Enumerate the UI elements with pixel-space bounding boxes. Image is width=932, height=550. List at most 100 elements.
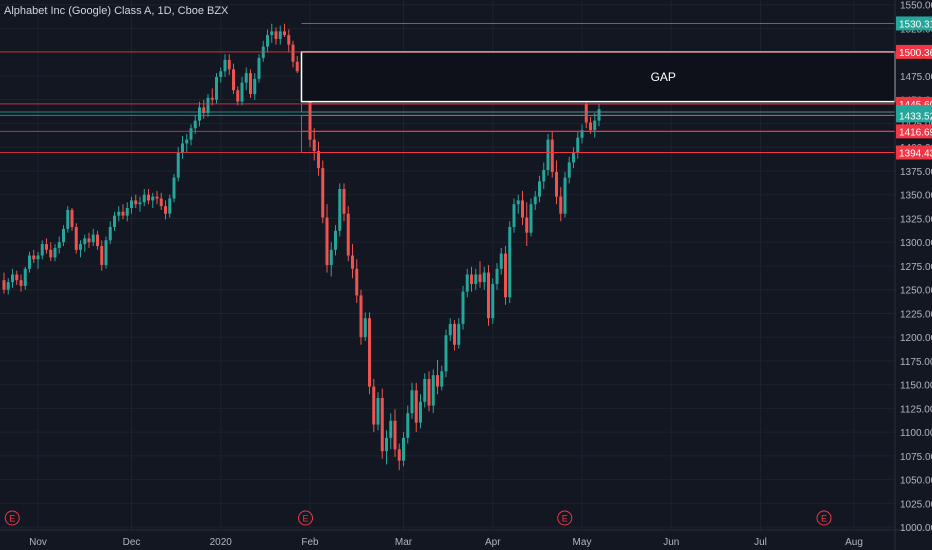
- candle-body: [308, 101, 312, 140]
- x-tick-label: Mar: [395, 537, 413, 548]
- candle-body: [576, 137, 580, 153]
- candle-body: [499, 253, 503, 269]
- candle-body: [491, 283, 495, 319]
- candle-body: [542, 170, 546, 182]
- y-tick-label: 1300.00: [900, 238, 932, 249]
- candle-body: [45, 244, 48, 250]
- candle-body: [28, 255, 31, 269]
- candle-body: [159, 198, 163, 207]
- candle-body: [108, 227, 112, 241]
- x-tick-label: Dec: [123, 537, 141, 548]
- candle-body: [359, 295, 363, 338]
- candle-body: [104, 240, 108, 265]
- candle-body: [295, 61, 299, 72]
- candle-body: [453, 323, 456, 345]
- level-price-label: 1433.52: [899, 111, 932, 122]
- y-tick-label: 1200.00: [900, 333, 932, 344]
- earnings-marker-label: E: [302, 514, 308, 524]
- x-tick-label: Nov: [29, 537, 47, 548]
- candle-body: [283, 31, 286, 36]
- candle-body: [584, 103, 588, 123]
- candle-body: [87, 238, 91, 243]
- level-price-tag: [896, 124, 932, 139]
- candle-body: [436, 375, 439, 387]
- candle-body: [512, 204, 516, 228]
- candle-body: [363, 318, 367, 338]
- candle-body: [397, 449, 401, 461]
- earnings-marker-label: E: [9, 514, 15, 524]
- candle-body: [121, 211, 125, 216]
- candle-body: [533, 196, 537, 205]
- candle-body: [559, 196, 563, 214]
- candle-body: [202, 107, 206, 114]
- candle-body: [206, 97, 210, 114]
- candle-body: [312, 139, 316, 152]
- candle-body: [79, 244, 82, 250]
- candle-body: [521, 200, 524, 218]
- candle-body: [134, 200, 138, 205]
- level-price-label: 1530.31: [899, 19, 932, 30]
- candle-body: [142, 194, 146, 203]
- candle-body: [580, 130, 584, 138]
- candle-body: [317, 151, 320, 169]
- candle-body: [11, 274, 14, 283]
- candle-body: [62, 228, 65, 243]
- candle-body: [440, 371, 444, 387]
- candle-body: [470, 274, 473, 284]
- candle-body: [368, 318, 371, 387]
- candle-body: [385, 437, 388, 452]
- candle-body: [193, 120, 197, 129]
- candle-body: [351, 255, 354, 269]
- y-tick-label: 1175.00: [900, 357, 932, 368]
- candle-body: [538, 181, 541, 197]
- candle-body: [6, 282, 10, 290]
- candle-body: [372, 386, 376, 425]
- candle-body: [572, 152, 575, 163]
- candle-body: [232, 69, 235, 91]
- level-price-tag: [896, 44, 932, 59]
- candle-body: [181, 143, 184, 153]
- y-tick-label: 1100.00: [900, 428, 932, 439]
- y-tick-label: 1150.00: [900, 381, 932, 392]
- candle-body: [338, 189, 342, 231]
- gap-label: GAP: [651, 70, 676, 84]
- candle-body: [210, 97, 214, 100]
- candle-body: [321, 168, 325, 218]
- level-price-label: 1394.43: [899, 149, 932, 160]
- candle-body: [342, 189, 346, 214]
- candle-body: [49, 249, 53, 258]
- candle-body: [172, 177, 176, 199]
- candle-body: [23, 268, 27, 286]
- candle-body: [457, 323, 461, 345]
- candle-body: [389, 420, 393, 438]
- candle-body: [189, 128, 193, 140]
- earnings-marker[interactable]: [816, 510, 832, 526]
- x-tick-label: Jul: [754, 537, 767, 548]
- candle-body: [185, 139, 189, 144]
- y-tick-label: 1050.00: [900, 476, 932, 487]
- candle-body: [125, 208, 129, 216]
- y-tick-label: 1225.00: [900, 309, 932, 320]
- earnings-marker[interactable]: [4, 510, 20, 526]
- candle-body: [423, 378, 427, 402]
- earnings-marker[interactable]: [557, 510, 573, 526]
- candle-body: [91, 234, 95, 243]
- level-price-label: 1500.36: [899, 48, 932, 59]
- candle-body: [278, 31, 282, 39]
- candle-body: [70, 209, 74, 228]
- candle-body: [198, 107, 201, 121]
- candle-body: [40, 244, 44, 256]
- level-price-tag: [896, 108, 932, 123]
- earnings-marker[interactable]: [298, 510, 313, 526]
- candle-body: [138, 202, 142, 205]
- candle-body: [393, 420, 397, 450]
- x-tick-label: Feb: [301, 537, 319, 548]
- candle-body: [130, 200, 133, 209]
- y-tick-label: 1275.00: [900, 262, 932, 273]
- candle-body: [495, 268, 499, 284]
- candle-body: [215, 76, 218, 100]
- candle-body: [406, 413, 410, 438]
- candle-body: [529, 204, 533, 233]
- candle-body: [36, 255, 40, 260]
